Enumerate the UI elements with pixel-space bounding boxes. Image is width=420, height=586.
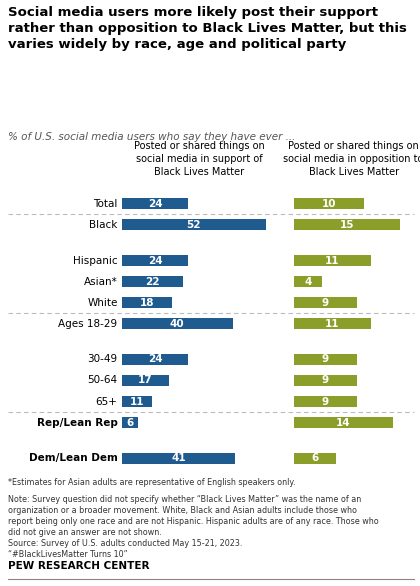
- Text: 10: 10: [322, 199, 336, 209]
- Text: Dem/Lean Dem: Dem/Lean Dem: [29, 454, 118, 464]
- Text: 6: 6: [311, 454, 318, 464]
- Text: Rep/Lean Rep: Rep/Lean Rep: [37, 418, 118, 428]
- Text: 24: 24: [148, 199, 163, 209]
- Text: 24: 24: [148, 255, 163, 265]
- Bar: [294, 375, 357, 386]
- Text: Hispanic: Hispanic: [73, 255, 118, 265]
- Text: 41: 41: [171, 454, 186, 464]
- Text: % of U.S. social media users who say they have ever ...: % of U.S. social media users who say the…: [8, 132, 296, 142]
- Bar: [122, 396, 152, 407]
- Text: 24: 24: [148, 355, 163, 364]
- Text: Source: Survey of U.S. adults conducted May 15-21, 2023.
“#BlackLivesMatter Turn: Source: Survey of U.S. adults conducted …: [8, 539, 243, 559]
- Text: 9: 9: [322, 355, 329, 364]
- Bar: [294, 318, 371, 329]
- Text: 11: 11: [325, 255, 340, 265]
- Text: 4: 4: [304, 277, 312, 287]
- Text: Social media users more likely post their support
rather than opposition to Blac: Social media users more likely post thei…: [8, 6, 407, 51]
- Text: 9: 9: [322, 376, 329, 386]
- Text: Ages 18-29: Ages 18-29: [58, 319, 118, 329]
- Bar: [122, 453, 235, 464]
- Text: 30-49: 30-49: [87, 355, 118, 364]
- Text: 50-64: 50-64: [87, 376, 118, 386]
- Bar: [122, 417, 139, 428]
- Text: White: White: [87, 298, 118, 308]
- Text: Total: Total: [93, 199, 118, 209]
- Text: Black: Black: [89, 220, 118, 230]
- Bar: [294, 199, 364, 209]
- Bar: [122, 199, 188, 209]
- Bar: [294, 354, 357, 365]
- Text: *Estimates for Asian adults are representative of English speakers only.: *Estimates for Asian adults are represen…: [8, 478, 296, 486]
- Bar: [122, 255, 188, 266]
- Text: 40: 40: [170, 319, 184, 329]
- Text: 14: 14: [336, 418, 350, 428]
- Bar: [294, 255, 371, 266]
- Text: 52: 52: [186, 220, 201, 230]
- Text: 15: 15: [339, 220, 354, 230]
- Text: 22: 22: [145, 277, 160, 287]
- Bar: [294, 396, 357, 407]
- Text: 11: 11: [130, 397, 144, 407]
- Bar: [122, 318, 233, 329]
- Text: 6: 6: [126, 418, 134, 428]
- Bar: [294, 453, 336, 464]
- Text: Posted or shared things on
social media in support of
Black Lives Matter: Posted or shared things on social media …: [134, 141, 265, 177]
- Text: 9: 9: [322, 397, 329, 407]
- Bar: [122, 375, 169, 386]
- Bar: [122, 297, 172, 308]
- Bar: [294, 219, 399, 230]
- Text: 17: 17: [138, 376, 152, 386]
- Text: Note: Survey question did not specify whether “Black Lives Matter” was the name : Note: Survey question did not specify wh…: [8, 495, 379, 537]
- Bar: [122, 276, 183, 287]
- Text: Posted or shared things on
social media in opposition to
Black Lives Matter: Posted or shared things on social media …: [284, 141, 420, 177]
- Bar: [122, 219, 266, 230]
- Bar: [294, 297, 357, 308]
- Text: 65+: 65+: [96, 397, 118, 407]
- Text: 11: 11: [325, 319, 340, 329]
- Bar: [294, 276, 322, 287]
- Text: 9: 9: [322, 298, 329, 308]
- Text: PEW RESEARCH CENTER: PEW RESEARCH CENTER: [8, 561, 150, 571]
- Text: 18: 18: [139, 298, 154, 308]
- Bar: [122, 354, 188, 365]
- Bar: [294, 417, 393, 428]
- Text: Asian*: Asian*: [84, 277, 118, 287]
